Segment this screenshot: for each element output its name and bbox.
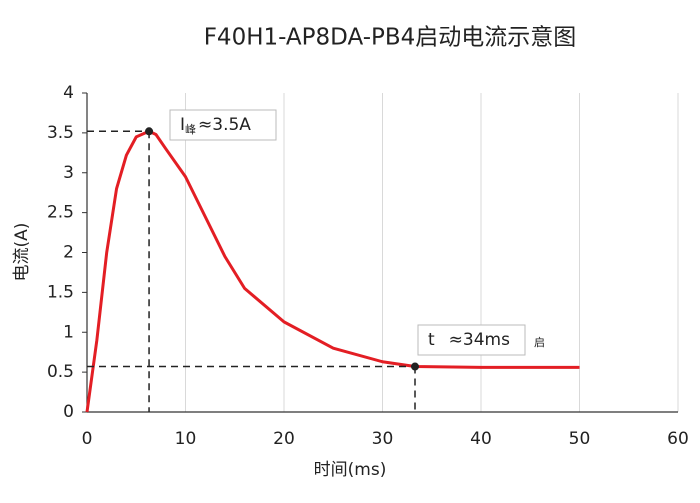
annotation-text: ≈34ms bbox=[449, 330, 510, 350]
y-tick-label: 1 bbox=[63, 322, 74, 342]
annotation-box bbox=[417, 324, 526, 356]
x-tick-label: 30 bbox=[372, 429, 394, 449]
y-tick-label: 1.5 bbox=[47, 282, 74, 302]
x-axis-label: 时间(ms) bbox=[314, 460, 387, 480]
x-tick-label: 10 bbox=[175, 429, 197, 449]
marker-point bbox=[411, 362, 420, 371]
y-tick-label: 3 bbox=[63, 163, 74, 183]
annotation-label: I bbox=[180, 115, 185, 135]
annotation-sub: 启 bbox=[534, 336, 545, 349]
line-series bbox=[85, 129, 580, 413]
x-tick-label: 40 bbox=[470, 429, 492, 449]
y-tick-label: 0.5 bbox=[47, 362, 74, 382]
x-tick-label: 0 bbox=[82, 429, 93, 449]
annotation: t ≈34ms bbox=[428, 330, 510, 350]
annotation: I峰 ≈3.5A bbox=[180, 115, 251, 136]
chart-title: F40H1-AP8DA-PB4启动电流示意图 bbox=[204, 25, 577, 51]
x-tick-label: 20 bbox=[273, 429, 295, 449]
y-tick-label: 3.5 bbox=[47, 123, 74, 143]
y-axis-label: 电流(A) bbox=[12, 223, 32, 282]
y-tick-label: 4 bbox=[63, 83, 74, 103]
marker-point bbox=[145, 127, 154, 136]
annotation-sub: 峰 bbox=[185, 123, 196, 136]
y-tick-label: 2 bbox=[63, 243, 74, 263]
annotation-label: t bbox=[428, 330, 435, 350]
y-tick-label: 0 bbox=[63, 402, 74, 422]
x-tick-label: 60 bbox=[667, 429, 689, 449]
annotation-text: ≈3.5A bbox=[198, 115, 251, 135]
x-tick-label: 50 bbox=[569, 429, 591, 449]
annotation-box bbox=[169, 109, 277, 141]
y-tick-label: 2.5 bbox=[47, 203, 74, 223]
